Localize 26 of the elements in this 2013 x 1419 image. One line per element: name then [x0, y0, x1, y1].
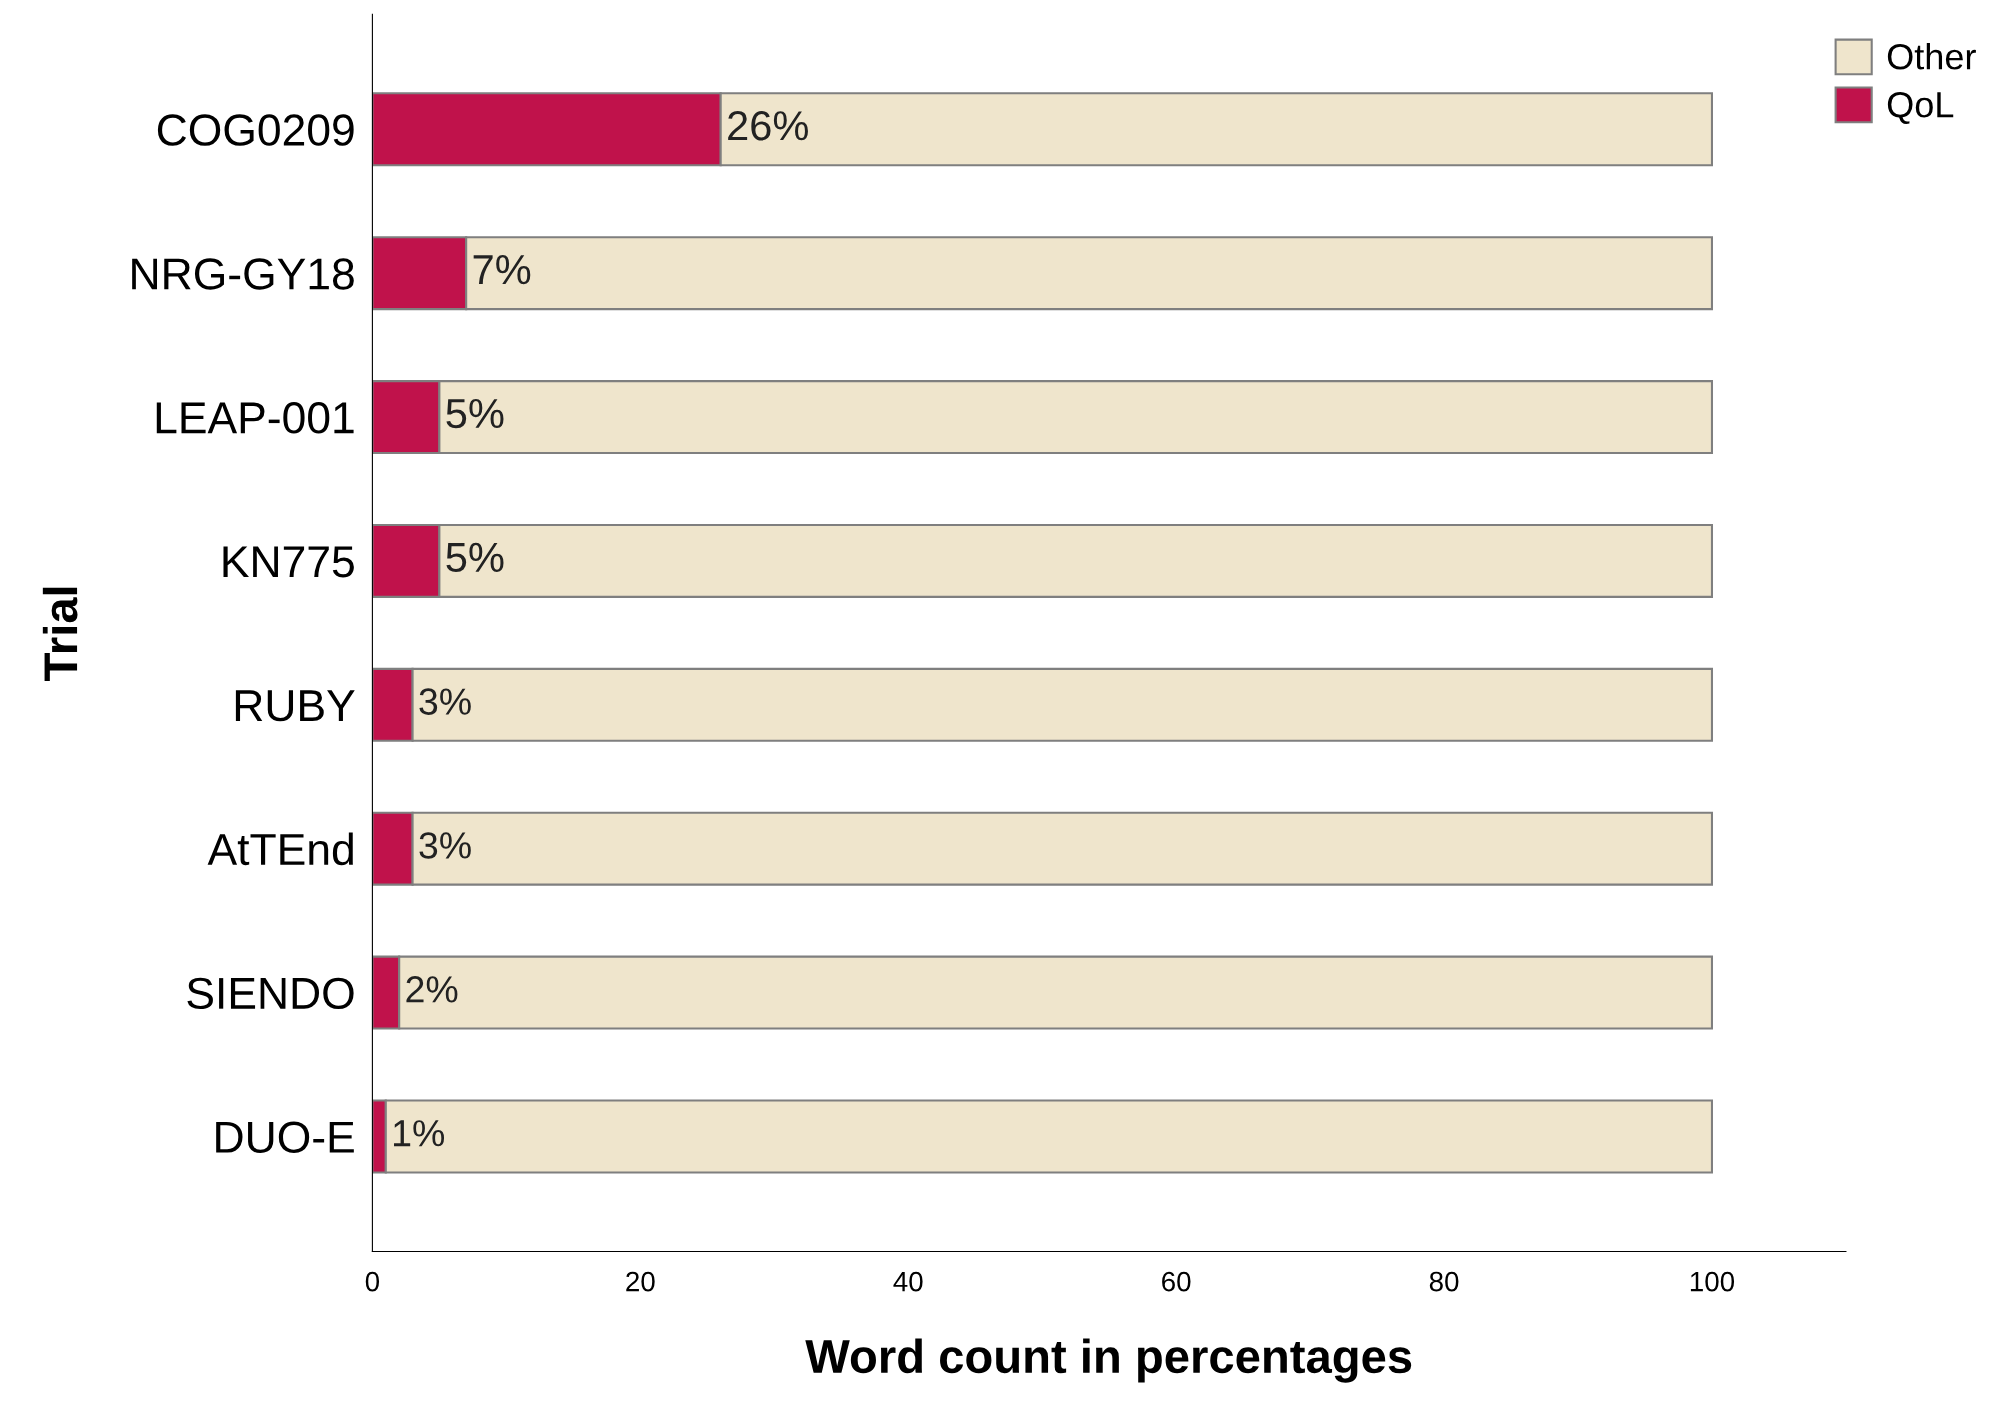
- y-tick-label: SIENDO: [187, 977, 354, 1010]
- data-label: 3%: [419, 688, 471, 715]
- x-axis-title: Word count in percentages: [805, 1338, 1412, 1383]
- data-label: 7%: [473, 255, 531, 285]
- y-tick-label: LEAP-001: [156, 402, 354, 434]
- y-axis-title: Trial: [42, 587, 78, 681]
- x-tick-label: 80: [1429, 1271, 1459, 1292]
- data-label: 1%: [394, 1120, 445, 1147]
- data-label: 26%: [728, 110, 808, 141]
- x-tick-label: 0: [365, 1271, 380, 1292]
- data-label: 3%: [419, 832, 471, 859]
- x-tick-label: 100: [1690, 1271, 1735, 1292]
- y-tick-label: RUBY: [235, 690, 355, 722]
- y-tick-label: KN775: [223, 546, 354, 578]
- y-tick-label: NRG-GY18: [132, 258, 354, 290]
- x-tick-label: 20: [626, 1271, 655, 1292]
- y-tick-label: DUO-E: [216, 1121, 354, 1153]
- y-tick-label: AtTEnd: [207, 832, 353, 866]
- y-tick-label: COG0209: [157, 114, 354, 146]
- data-label: 2%: [406, 976, 458, 1003]
- legend-label: QoL: [1887, 91, 1954, 124]
- data-label: 5%: [446, 542, 504, 573]
- x-tick-label: 60: [1162, 1271, 1191, 1292]
- data-label: 5%: [446, 398, 504, 429]
- legend-label: Other: [1887, 43, 1976, 70]
- x-tick-label: 40: [893, 1271, 923, 1292]
